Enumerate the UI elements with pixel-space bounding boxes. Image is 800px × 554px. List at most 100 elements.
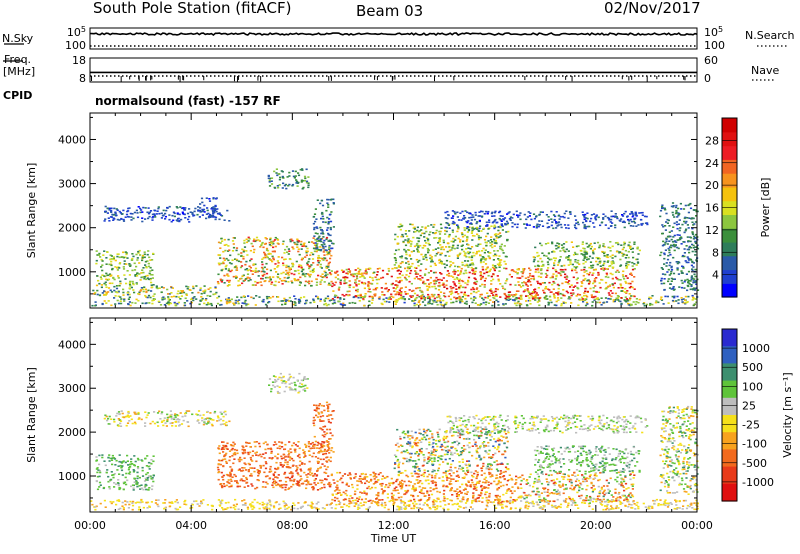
power-cell: [593, 248, 596, 250]
power-cell: [152, 252, 155, 255]
power-cell: [368, 304, 371, 306]
power-cell: [592, 213, 596, 215]
velocity-cell: [511, 500, 514, 503]
power-cell: [499, 219, 502, 221]
power-cell: [543, 282, 546, 284]
power-cell: [696, 247, 700, 250]
power-cell: [312, 237, 315, 239]
power-cell: [663, 252, 666, 255]
power-cell: [435, 252, 438, 255]
power-cell: [576, 253, 579, 256]
power-cell: [367, 290, 370, 293]
power-cell: [120, 302, 123, 305]
power-cell: [562, 243, 566, 245]
power-cell: [395, 280, 398, 282]
power-cell: [321, 215, 324, 218]
power-cell: [447, 214, 450, 217]
power-cell: [247, 303, 250, 306]
power-cell: [205, 217, 208, 220]
velocity-cell: [228, 420, 231, 423]
power-cell: [360, 281, 364, 284]
velocity-cell: [243, 499, 246, 501]
power-cell: [442, 295, 446, 297]
power-cell: [586, 258, 589, 261]
power-cell: [319, 238, 322, 241]
power-cell: [264, 256, 267, 259]
power-cell: [600, 268, 603, 270]
power-cell: [565, 290, 568, 293]
power-cell: [493, 297, 496, 300]
power-cell: [453, 296, 456, 299]
power-cell: [396, 235, 399, 238]
power-cell: [525, 300, 528, 302]
power-cell: [318, 260, 322, 262]
power-cell: [534, 295, 537, 298]
power-cell: [217, 254, 220, 256]
velocity-cell: [269, 503, 272, 506]
power-cell: [264, 237, 267, 239]
velocity-cell: [527, 502, 531, 505]
power-cell: [430, 260, 433, 263]
power-cell: [556, 292, 559, 295]
power-cell: [535, 225, 538, 227]
power-cell: [643, 304, 646, 307]
velocity-cell: [151, 485, 154, 487]
power-cell: [638, 212, 641, 214]
power-cell: [331, 282, 334, 285]
power-cell: [491, 221, 494, 224]
power-cell: [242, 274, 245, 277]
power-cell: [684, 204, 687, 207]
power-cell: [444, 217, 447, 219]
power-cell: [454, 235, 457, 238]
power-cell: [696, 289, 700, 291]
power-cell: [231, 250, 235, 252]
power-cell: [417, 278, 420, 280]
power-cell: [240, 265, 244, 267]
velocity-cell: [117, 499, 120, 501]
power-cell: [325, 265, 328, 268]
power-cell: [475, 244, 478, 247]
velocity-cell: [123, 481, 127, 484]
power-cell: [220, 269, 223, 271]
power-cell: [559, 223, 563, 226]
velocity-cell: [381, 502, 384, 504]
velocity-cell: [99, 471, 102, 474]
power-cell: [394, 259, 397, 262]
power-cell: [442, 282, 445, 284]
velocity-cell: [589, 499, 592, 502]
power-cell: [464, 294, 467, 297]
power-cell: [154, 209, 157, 212]
power-cell: [177, 217, 180, 220]
power-cell: [466, 283, 469, 286]
power-cell: [363, 287, 366, 290]
power-cell: [628, 222, 631, 225]
velocity-cell: [111, 463, 114, 466]
power-cell: [590, 294, 593, 296]
velocity-cell: [123, 416, 126, 419]
power-cell: [360, 296, 363, 299]
power-cell: [159, 304, 163, 306]
power-cell: [126, 215, 130, 218]
power-cell: [215, 197, 218, 199]
power-cell: [479, 259, 483, 262]
power-cell: [284, 302, 287, 304]
power-cell: [410, 296, 413, 298]
power-cell: [686, 256, 689, 258]
power-cell: [492, 273, 495, 275]
power-cell: [101, 260, 104, 262]
power-cell: [512, 270, 516, 273]
power-cell: [582, 300, 585, 303]
power-cell: [427, 271, 430, 274]
velocity-cell: [330, 507, 333, 509]
power-cell: [594, 218, 598, 221]
velocity-cell: [95, 456, 98, 458]
power-cell: [426, 288, 429, 290]
power-cell: [489, 242, 492, 244]
power-cell: [516, 214, 519, 216]
power-cell: [113, 207, 116, 210]
power-cell: [488, 270, 491, 272]
power-cell: [413, 245, 417, 248]
power-cell: [584, 227, 587, 230]
power-cell: [355, 289, 358, 292]
velocity-cell: [108, 480, 112, 482]
